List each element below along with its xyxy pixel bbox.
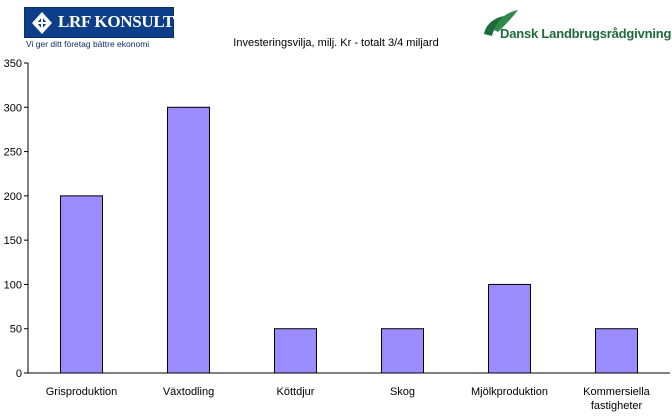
x-tick-label: Grisproduktion: [46, 386, 118, 398]
y-axis-ticks: 0 50 100 150 200 250 300 350: [4, 58, 28, 380]
logo-brand-text: LRF KONSULT: [58, 12, 174, 31]
bar: [167, 106, 210, 374]
bar: [60, 195, 103, 374]
logo-name-text: Dansk Landbrugsrådgivning: [500, 26, 672, 41]
y-tick-label: 150: [4, 235, 22, 247]
chart-title: Investeringsvilja, milj. Kr - totalt 3/4…: [233, 37, 439, 49]
bar: [274, 328, 317, 374]
bars: [60, 106, 638, 374]
bar: [595, 328, 638, 374]
y-tick-label: 100: [4, 279, 22, 291]
x-tick-label: Skog: [390, 386, 415, 398]
bar: [488, 283, 531, 374]
x-tick-label: Växtodling: [163, 386, 214, 398]
y-tick-label: 200: [4, 191, 22, 203]
leaf-logo-icon: [484, 10, 518, 36]
y-tick-label: 300: [4, 102, 22, 114]
y-tick-label: 0: [16, 368, 22, 380]
x-tick-label: Mjölkproduktion: [471, 386, 548, 398]
x-axis-labels: Grisproduktion Växtodling Köttdjur Skog Mjöl…: [46, 386, 651, 412]
bar: [381, 328, 424, 374]
lrf-konsult-logo: LRF KONSULT Vi ger ditt företag bättre e…: [24, 7, 174, 51]
logo-badge: LRF KONSULT: [24, 7, 174, 38]
lrf-emblem-icon: [32, 12, 52, 34]
x-tick-label: Köttdjur: [277, 386, 315, 398]
y-tick-label: 250: [4, 147, 22, 159]
y-tick-label: 350: [4, 58, 22, 70]
logo-tagline: Vi ger ditt företag bättre ekonomi: [26, 39, 150, 49]
dansk-landbrugsraadgivning-logo: Dansk Landbrugsrådgivning: [480, 6, 672, 46]
y-tick-label: 50: [10, 324, 22, 336]
x-tick-label: Kommersiella fastigheter: [583, 386, 651, 412]
